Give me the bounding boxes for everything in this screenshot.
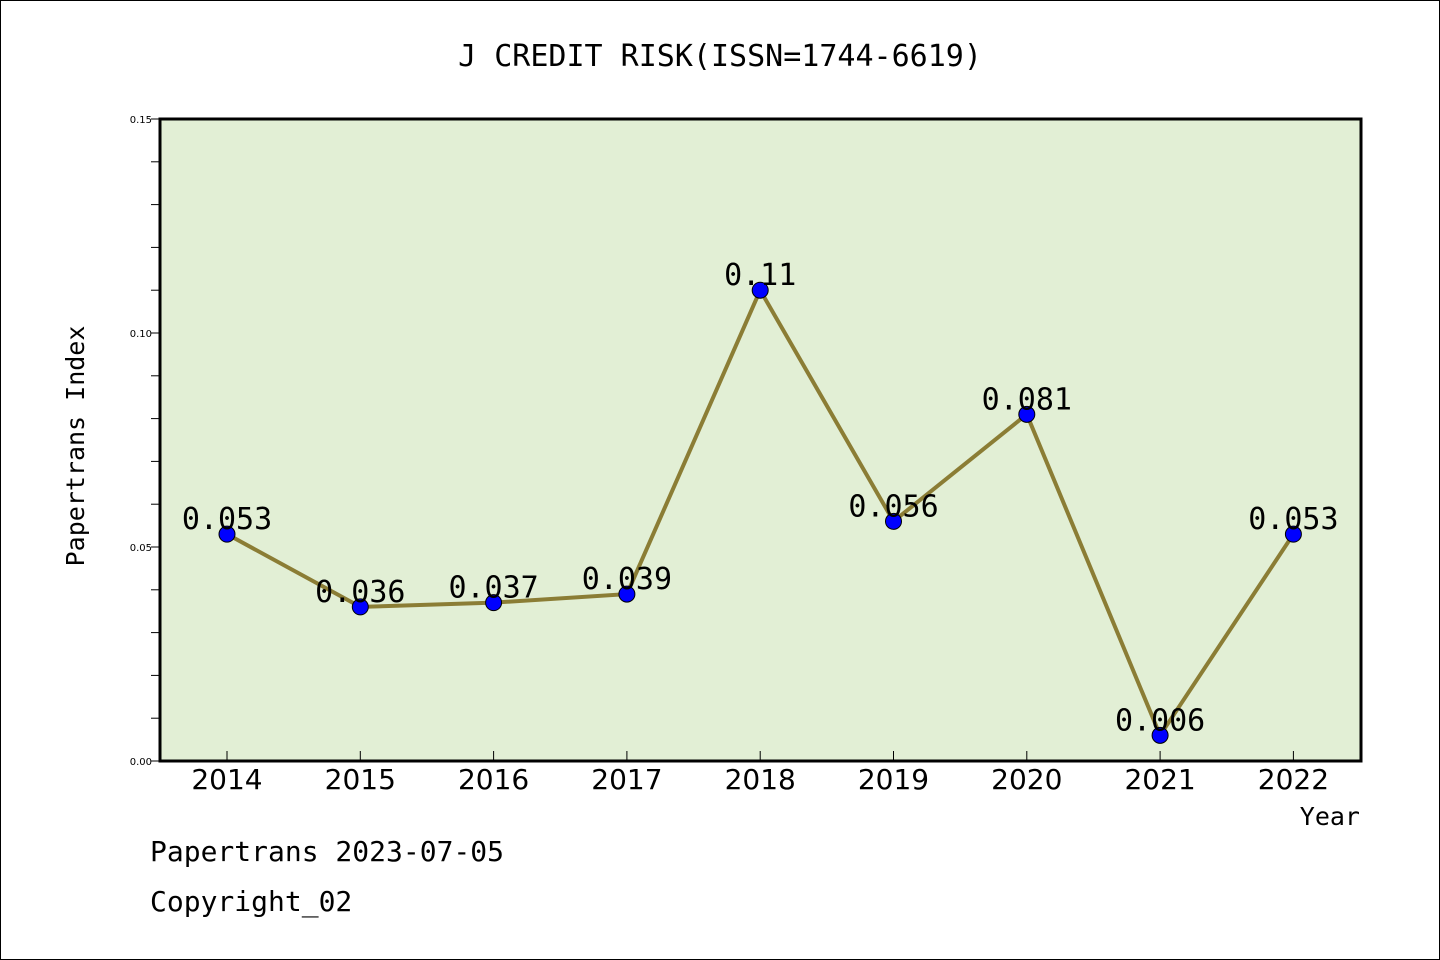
data-label: 0.11 (724, 258, 796, 293)
data-label: 0.036 (315, 575, 405, 610)
data-point (885, 512, 902, 530)
x-axis-label: Year (1300, 802, 1360, 831)
data-point (351, 598, 369, 616)
data-point (1151, 726, 1169, 744)
y-axis: 0.00 0.05 0.10 0.15 (130, 115, 160, 768)
y-tick-label: 0.05 (130, 543, 152, 554)
data-label: 0.039 (582, 562, 672, 597)
y-tick-label: 0.00 (130, 757, 152, 768)
plot-area (158, 117, 1363, 763)
data-point (1284, 525, 1302, 543)
y-tick-label: 0.15 (130, 115, 152, 126)
x-tick-label: 2016 (458, 763, 529, 796)
data-label: 0.053 (182, 502, 272, 537)
data-label: 0.037 (448, 571, 538, 606)
data-point (485, 594, 503, 612)
data-points (218, 281, 1302, 744)
data-labels: 0.053 0.036 0.037 0.039 0.11 0.056 0.081 0.006 0… (182, 258, 1339, 738)
data-label: 0.056 (848, 489, 938, 524)
data-point (618, 585, 636, 603)
data-point (1018, 405, 1036, 423)
y-tick-label: 0.10 (130, 329, 152, 340)
footer-date: Papertrans 2023-07-05 (150, 835, 505, 868)
chart-title: J CREDIT RISK(ISSN=1744-6619) (458, 39, 982, 74)
x-axis: 2014 2015 2016 2017 2018 2019 2020 2021 2022 (191, 751, 1329, 796)
footer-copyright: Copyright_02 (150, 885, 353, 918)
data-label: 0.053 (1248, 502, 1338, 537)
x-tick-label: 2015 (325, 763, 396, 796)
data-point (218, 525, 236, 543)
x-tick-label: 2019 (858, 763, 929, 796)
data-label: 0.081 (982, 382, 1072, 417)
y-axis-label: Papertrans Index (61, 326, 90, 567)
x-tick-label: 2020 (991, 763, 1062, 796)
data-label: 0.006 (1115, 703, 1205, 738)
x-tick-label: 2014 (191, 763, 262, 796)
x-tick-label: 2017 (591, 763, 662, 796)
x-tick-label: 2022 (1258, 763, 1329, 796)
x-tick-label: 2021 (1124, 763, 1195, 796)
x-tick-label: 2018 (725, 763, 796, 796)
data-point (751, 281, 769, 299)
